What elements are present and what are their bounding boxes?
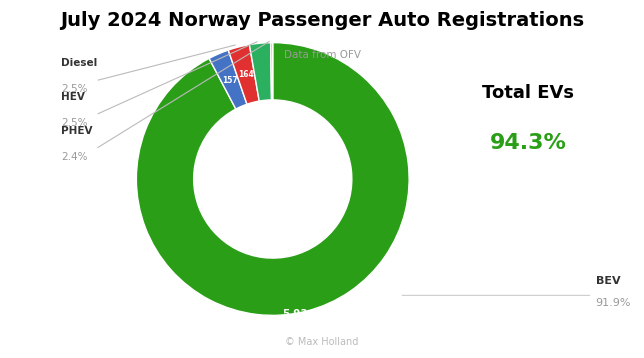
Text: 2.5%: 2.5%: [61, 84, 88, 94]
Wedge shape: [137, 43, 409, 315]
Wedge shape: [228, 45, 260, 104]
Text: 164: 164: [238, 70, 254, 79]
Text: HEV: HEV: [61, 92, 85, 102]
Text: BEV: BEV: [596, 276, 620, 286]
Text: PHEV: PHEV: [61, 126, 93, 136]
Text: 157: 157: [222, 76, 238, 84]
Text: Total EVs: Total EVs: [482, 84, 574, 102]
Wedge shape: [249, 43, 272, 101]
Wedge shape: [270, 43, 273, 100]
Text: 94.3%: 94.3%: [489, 133, 567, 153]
Text: © Max Holland: © Max Holland: [285, 337, 359, 347]
Text: 2.4%: 2.4%: [61, 152, 88, 162]
Wedge shape: [209, 50, 247, 109]
Text: Diesel: Diesel: [61, 58, 98, 68]
Text: Data from OFV: Data from OFV: [283, 50, 361, 60]
Text: 2.5%: 2.5%: [61, 118, 88, 128]
Text: 91.9%: 91.9%: [596, 297, 631, 308]
Text: 5,934: 5,934: [282, 309, 315, 319]
Text: July 2024 Norway Passenger Auto Registrations: July 2024 Norway Passenger Auto Registra…: [60, 11, 584, 30]
